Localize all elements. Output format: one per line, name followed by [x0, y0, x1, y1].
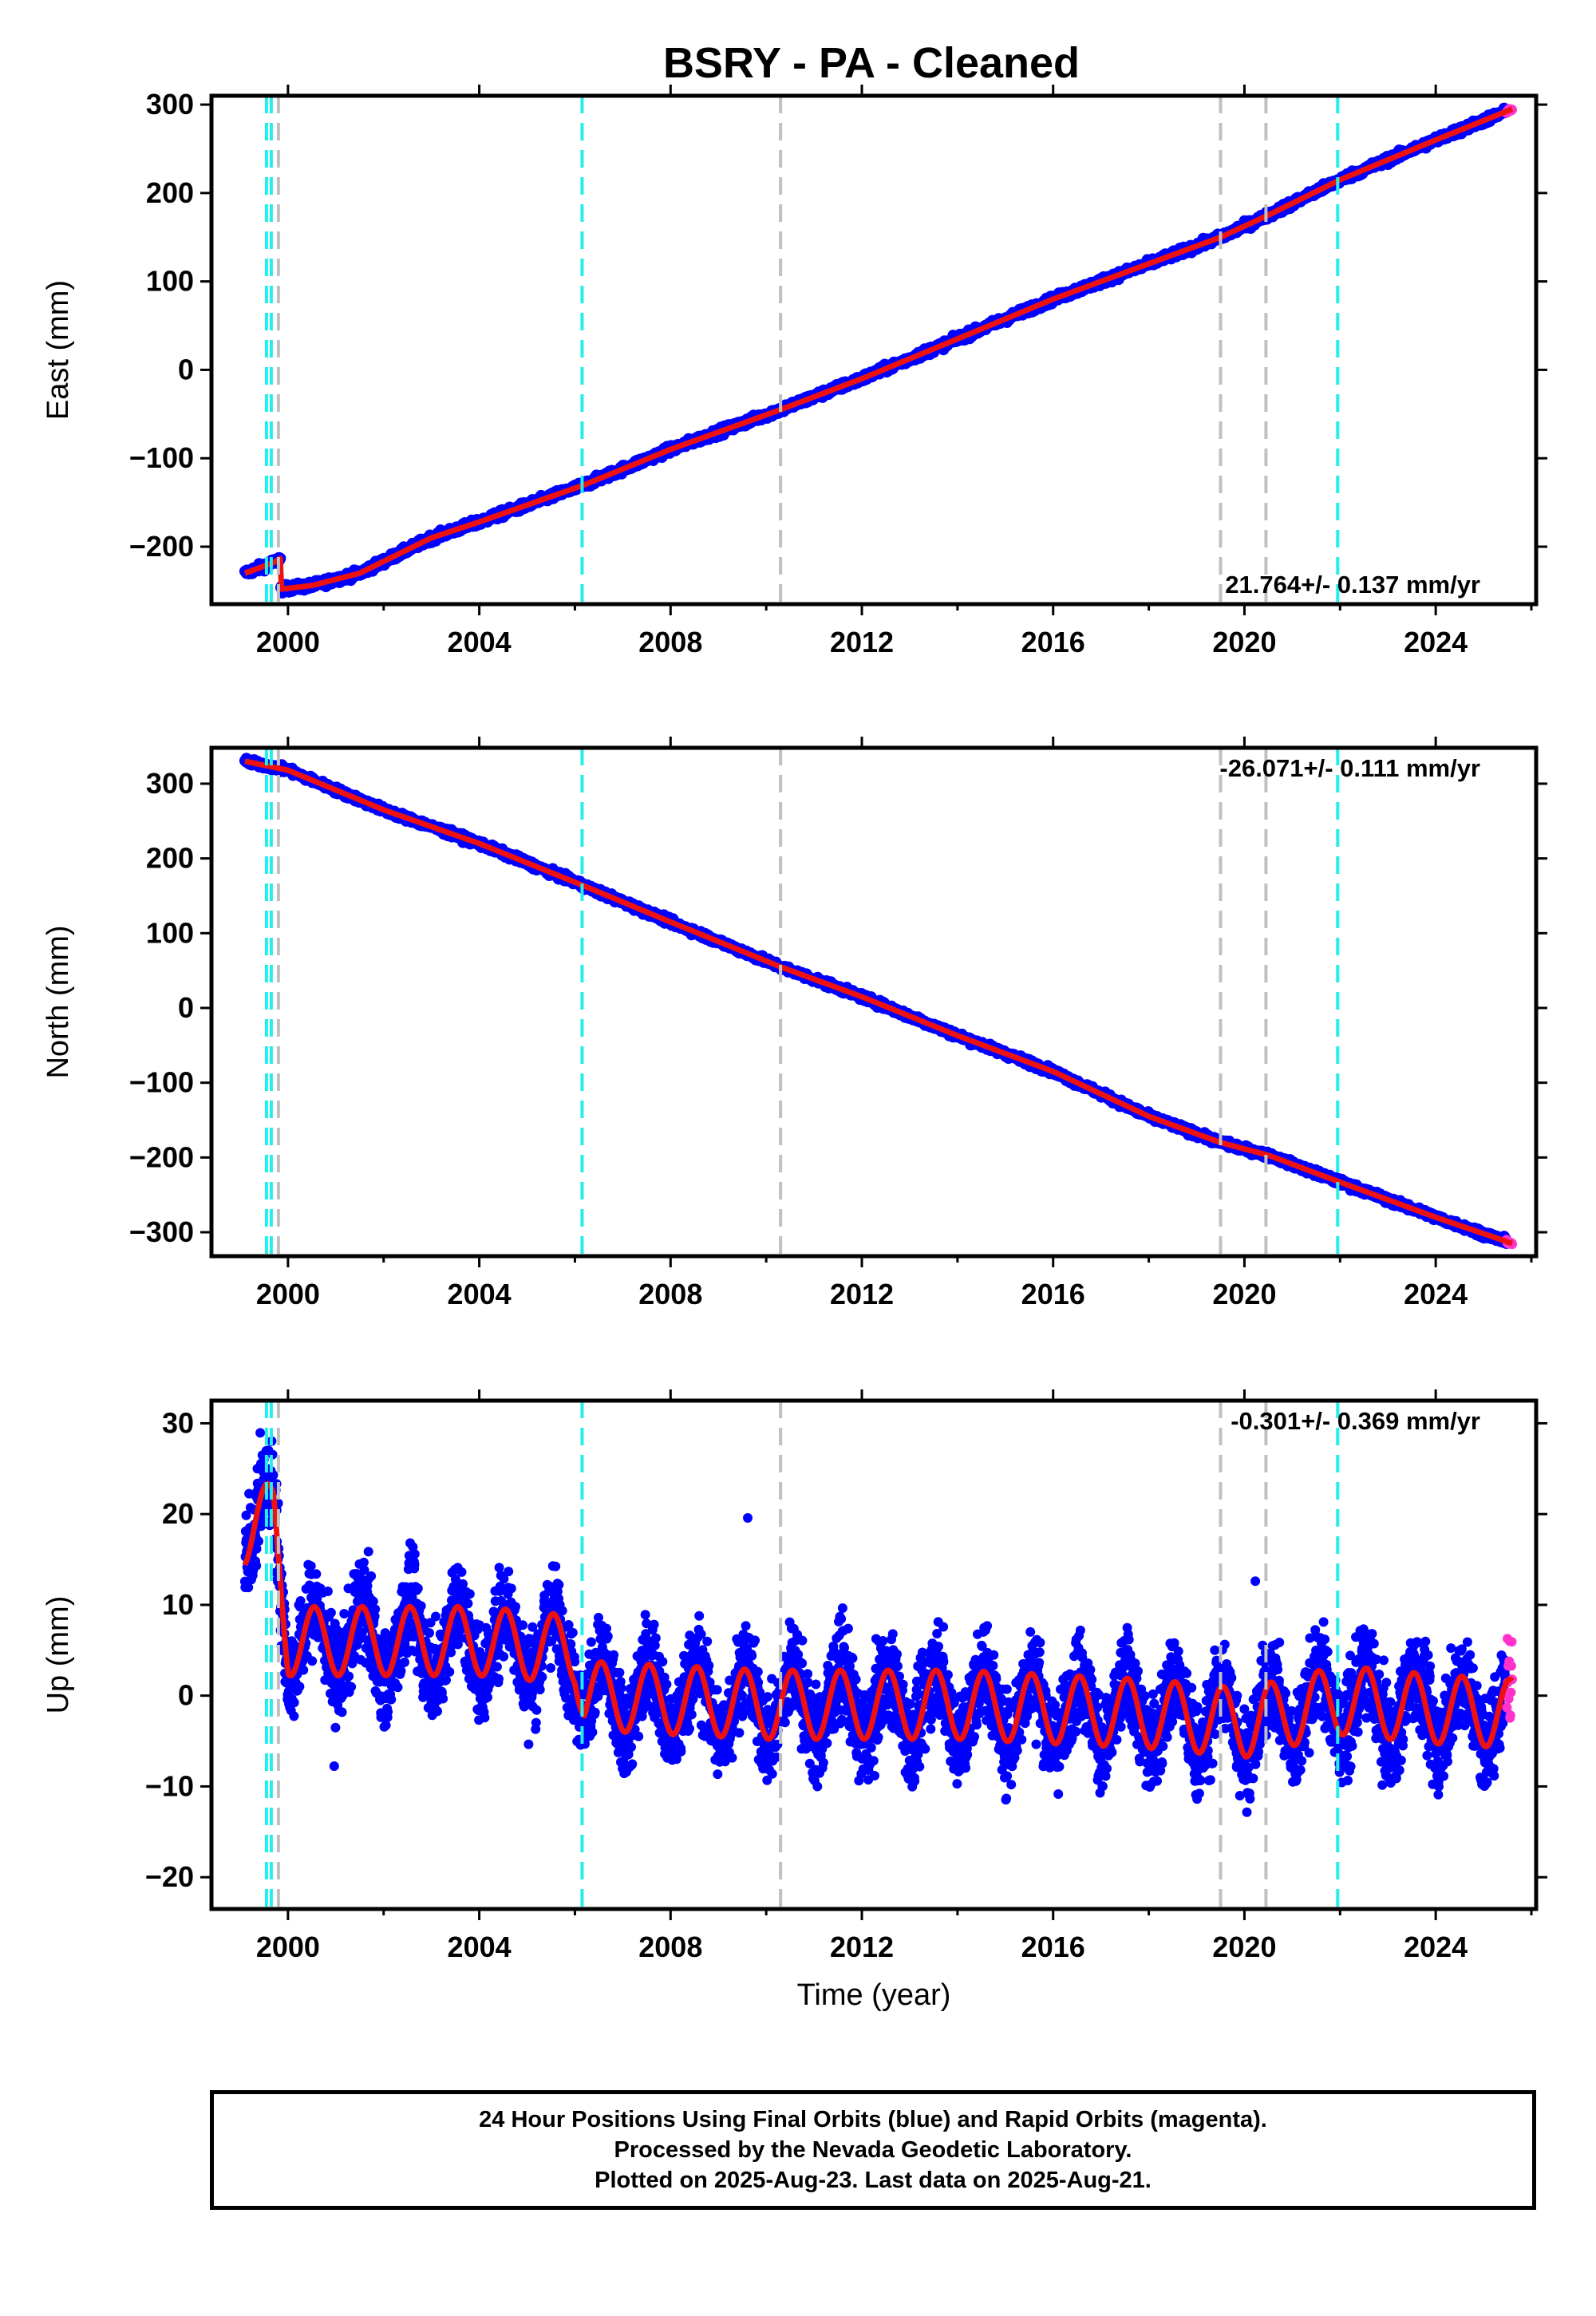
y-axis-label-east: East (mm)	[41, 280, 75, 420]
y-tick-label: −20	[145, 1860, 194, 1893]
model-fit-line-up	[242, 1480, 1515, 1760]
chart-title: BSRY - PA - Cleaned	[663, 39, 1080, 87]
processing-note-box: 24 Hour Positions Using Final Orbits (bl…	[210, 2090, 1536, 2210]
y-tick-label: 20	[162, 1497, 194, 1530]
x-axis-label: Time (year)	[797, 1978, 951, 2012]
x-tick-label: 2012	[830, 626, 894, 658]
y-tick-label: 30	[162, 1406, 194, 1439]
rate-annotation-north: -26.071+/- 0.111 mm/yr	[1219, 754, 1480, 782]
final-orbit-points-up	[239, 1428, 1511, 1817]
panel-east: −200 −100 0 100 200 300 2000 2004 2008 2012 2016 20…	[41, 85, 1547, 658]
y-tick-label: −100	[129, 441, 194, 474]
y-tick-label: 200	[146, 842, 194, 875]
x-tick-label: 2012	[830, 1931, 894, 1963]
plot-area-up	[239, 1428, 1517, 1817]
x-tick-label: 2000	[256, 1931, 320, 1963]
rate-annotation-up: -0.301+/- 0.369 mm/yr	[1231, 1407, 1480, 1435]
x-tick-label: 2000	[256, 1278, 320, 1310]
x-tick-label: 2016	[1021, 626, 1085, 658]
processing-note-line-3: Plotted on 2025-Aug-23. Last data on 202…	[595, 2168, 1152, 2193]
x-tick-label: 2008	[638, 1278, 702, 1310]
y-tick-label: −200	[129, 1140, 194, 1173]
x-tick-label: 2004	[448, 1278, 512, 1310]
x-tick-label: 2016	[1021, 1278, 1085, 1310]
x-tick-label: 2008	[638, 1931, 702, 1963]
x-tick-label: 2020	[1212, 626, 1276, 658]
x-tick-label: 2024	[1404, 1931, 1468, 1963]
y-tick-label: 0	[178, 353, 194, 385]
model-fit-line-north	[243, 758, 1514, 1247]
x-tick-label: 2004	[448, 626, 512, 658]
model-fit-line-east	[243, 106, 1514, 592]
y-axis-label-up: Up (mm)	[41, 1596, 75, 1714]
panel-north: −300 −200 −100 0 100 200 300 2000 2004 2008 2012 20…	[41, 737, 1547, 1310]
x-tick-label: 2000	[256, 626, 320, 658]
plot-area-east	[239, 102, 1517, 599]
plot-area-north	[239, 753, 1517, 1250]
x-tick-label: 2016	[1021, 1931, 1085, 1963]
x-tick-label: 2012	[830, 1278, 894, 1310]
processing-note-line-1: 24 Hour Positions Using Final Orbits (bl…	[479, 2107, 1267, 2132]
plot-frame-east	[209, 93, 1539, 607]
y-tick-label: 300	[146, 88, 194, 121]
y-tick-label: 300	[146, 767, 194, 800]
x-tick-label: 2004	[448, 1931, 512, 1963]
y-tick-label: −100	[129, 1066, 194, 1099]
y-tick-label: 100	[146, 916, 194, 949]
final-orbit-points-east	[239, 102, 1512, 599]
y-tick-label: 200	[146, 176, 194, 209]
x-tick-label: 2020	[1212, 1278, 1276, 1310]
y-tick-label: −10	[145, 1769, 194, 1802]
x-tick-label: 2020	[1212, 1931, 1276, 1963]
y-tick-label: −200	[129, 530, 194, 563]
plot-frame-north	[209, 745, 1539, 1259]
y-tick-label: 0	[178, 1679, 194, 1712]
plot-frame-up	[209, 1398, 1539, 1911]
x-tick-label: 2024	[1404, 1278, 1468, 1310]
y-axis-label-north: North (mm)	[41, 925, 75, 1078]
x-tick-label: 2008	[638, 626, 702, 658]
y-tick-label: 10	[162, 1588, 194, 1621]
processing-note-line-2: Processed by the Nevada Geodetic Laborat…	[614, 2137, 1132, 2163]
y-tick-label: 100	[146, 265, 194, 298]
rate-annotation-east: 21.764+/- 0.137 mm/yr	[1225, 571, 1480, 599]
x-tick-label: 2024	[1404, 626, 1468, 658]
y-tick-label: −300	[129, 1215, 194, 1248]
y-tick-label: 0	[178, 991, 194, 1024]
panel-up: −20 −10 0 10 20 30 2000 2004 2008 2012 2016 2020 202…	[41, 1389, 1547, 2012]
